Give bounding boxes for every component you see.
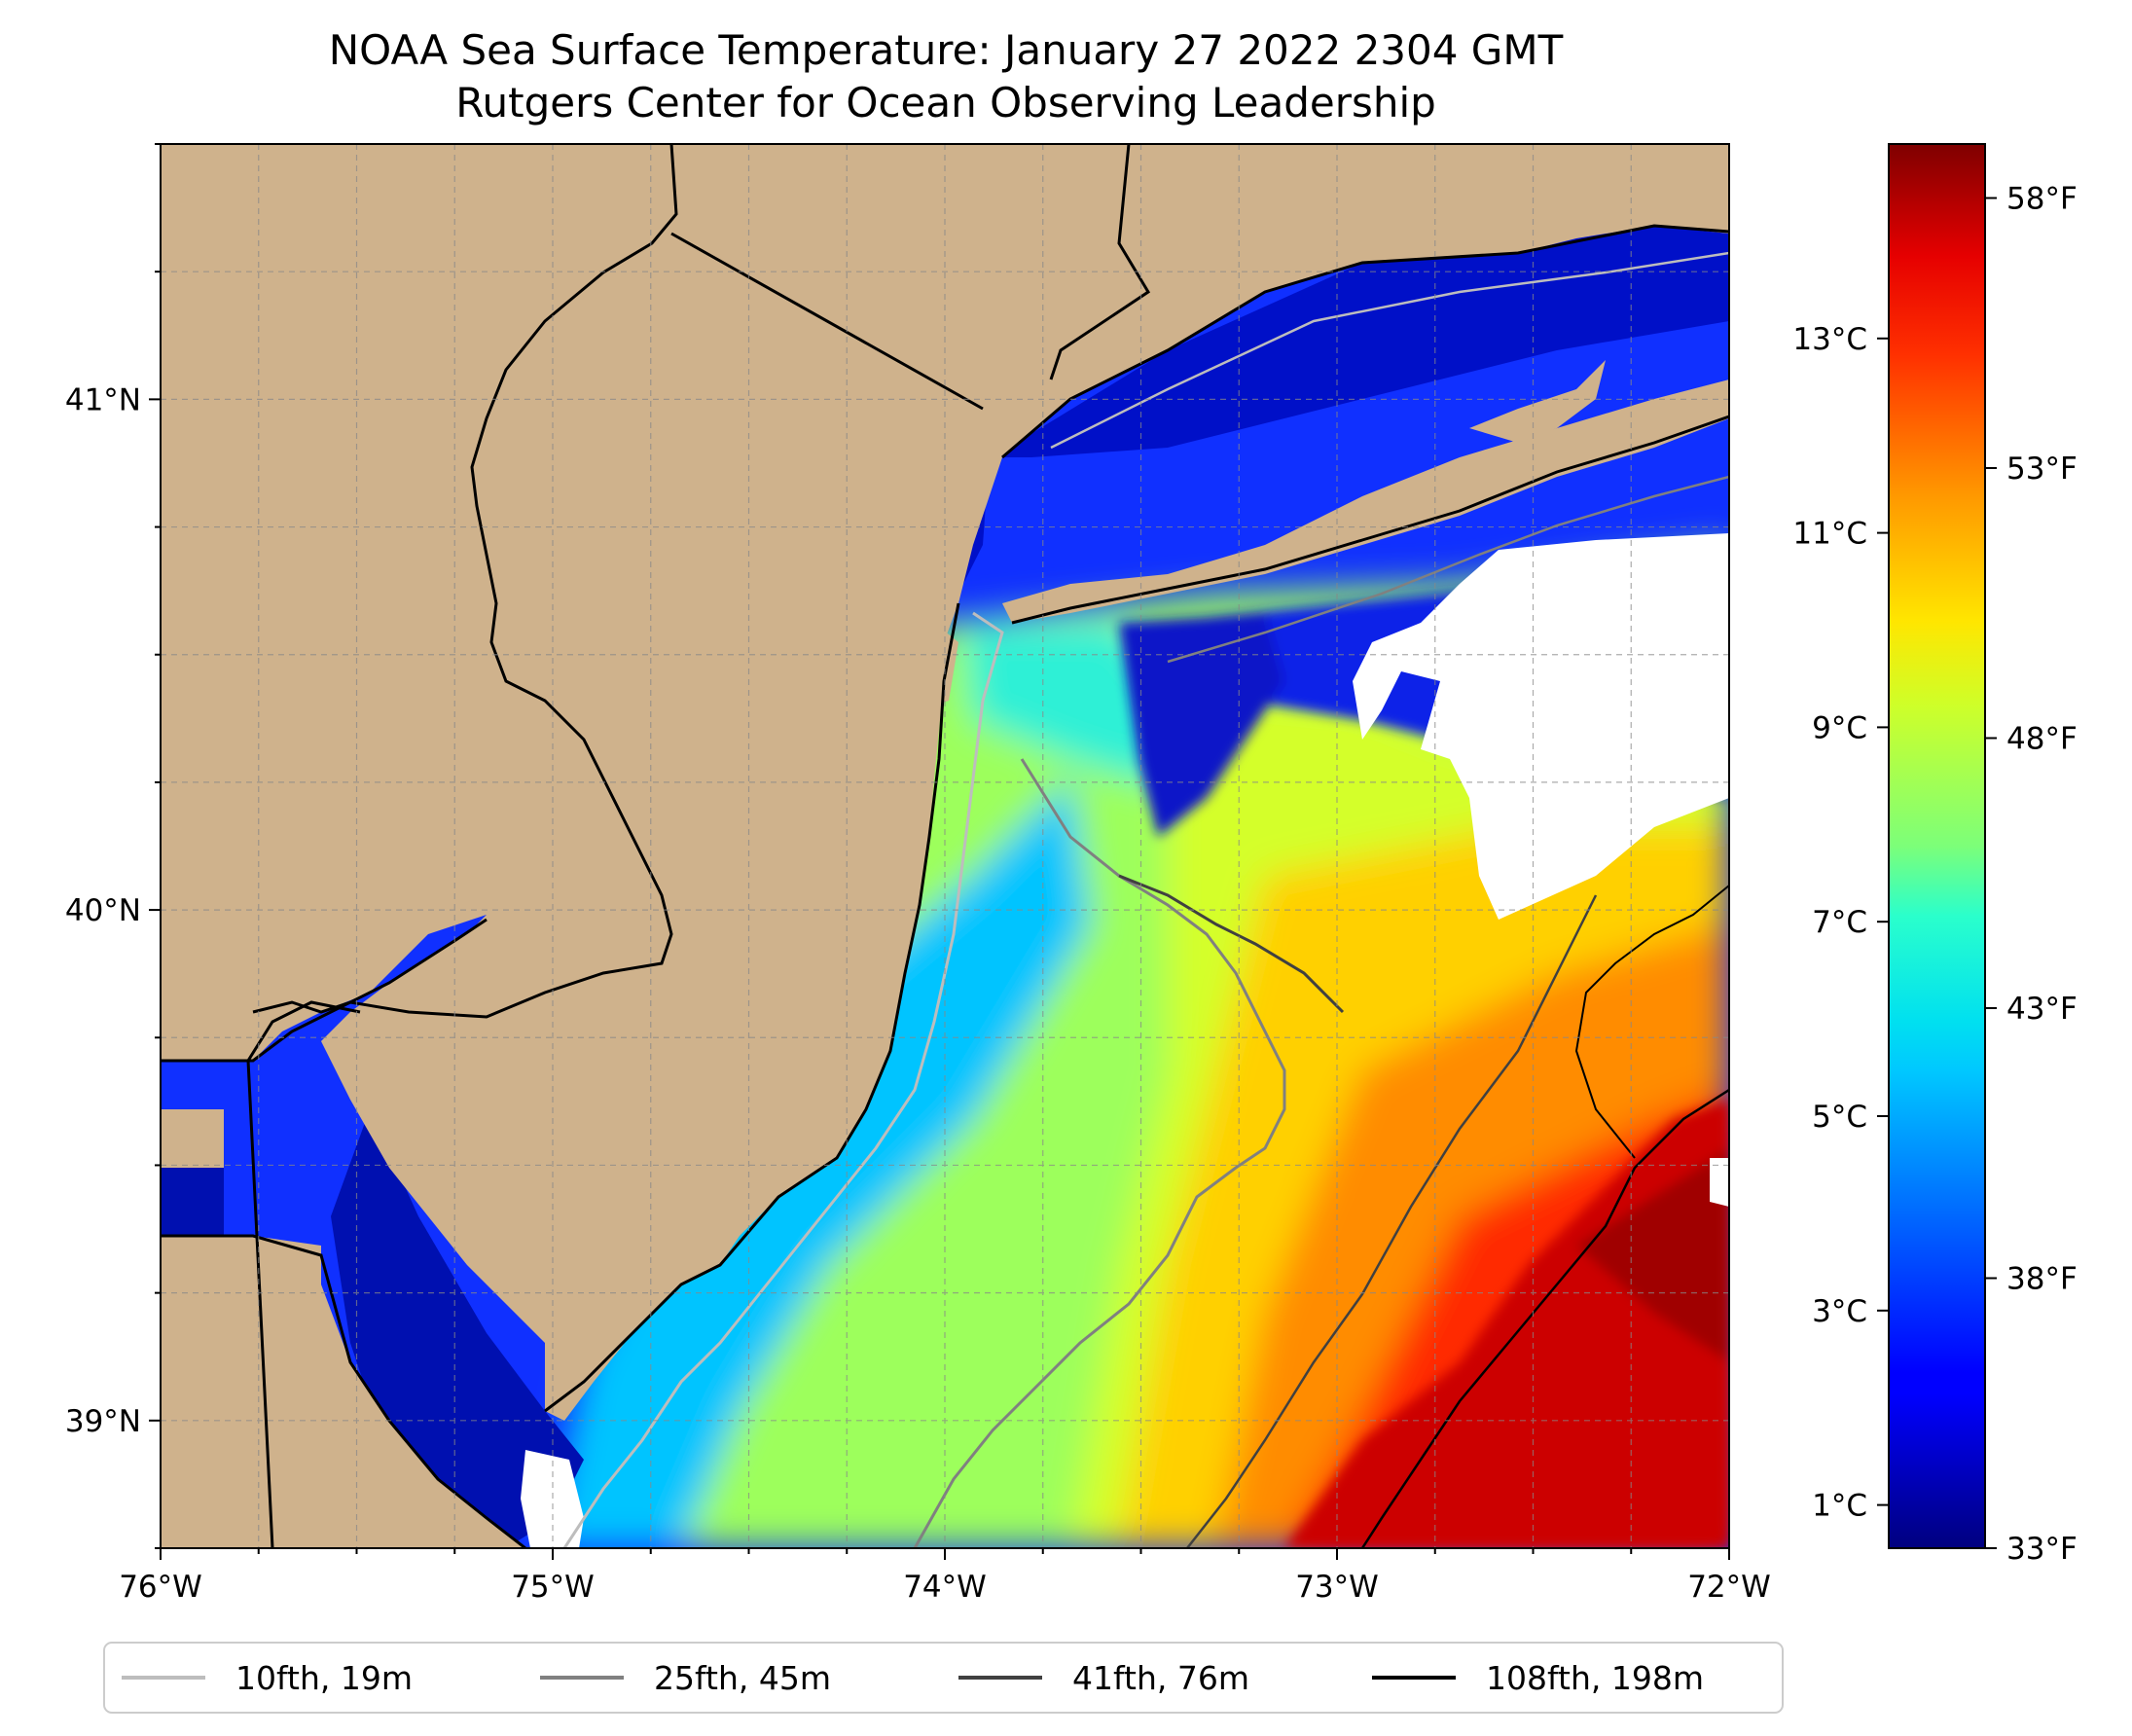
lon-tick-label: 73°W [1295,1570,1379,1605]
celsius-tick-label: 3°C [1812,1294,1867,1329]
legend-label: 25fth, 45m [654,1659,831,1697]
contour-108fth-b [1574,885,1729,1159]
lon-tick-label: 72°W [1687,1570,1771,1605]
contour-legend: 10fth, 19m 25fth, 45m 41fth, 76m 108fth, 19… [103,1642,1784,1714]
colorbar [1888,143,1986,1549]
map-subtitle: Rutgers Center for Ocean Observing Leade… [455,79,1436,127]
legend-label: 41fth, 76m [1072,1659,1249,1697]
lat-tick-label: 40°N [65,893,141,928]
longitude-axis: 76°W 75°W 74°W 73°W 72°W [119,1548,1771,1605]
coastline [161,144,1729,1548]
fahrenheit-tick-label: 53°F [2006,452,2078,487]
celsius-tick-label: 13°C [1792,322,1867,357]
fahrenheit-tick-label: 48°F [2006,722,2078,757]
map-title: NOAA Sea Surface Temperature: January 27… [329,26,1564,74]
celsius-tick-label: 5°C [1812,1100,1867,1135]
fahrenheit-tick-label: 43°F [2006,992,2078,1027]
lat-tick-label: 39°N [65,1404,141,1439]
celsius-tick-label: 11°C [1792,517,1867,552]
colorbar-fahrenheit-axis: 33°F 38°F 43°F 48°F 53°F 58°F [1985,182,2078,1567]
contour-10fth [562,611,1004,1548]
contour-25fth [913,758,1286,1548]
celsius-tick-label: 9°C [1812,710,1867,745]
contour-41fth-b [1186,894,1598,1548]
celsius-tick-label: 7°C [1812,905,1867,940]
legend-label: 10fth, 19m [235,1659,413,1697]
celsius-tick-label: 1°C [1812,1489,1867,1524]
fahrenheit-tick-label: 33°F [2006,1532,2078,1567]
map-area [161,144,1729,1548]
lon-tick-label: 75°W [511,1570,595,1605]
contour-41fth [1118,874,1345,1014]
colorbar-celsius-axis: 1°C 3°C 5°C 7°C 9°C 11°C 13°C [1792,322,1889,1524]
latitude-axis: 41°N 40°N 39°N [65,143,161,1549]
lat-tick-label: 41°N [65,382,141,417]
legend-box [103,1642,1784,1714]
legend-label: 108fth, 198m [1486,1659,1704,1697]
contour-25fth-b [1167,475,1729,664]
lon-tick-label: 76°W [119,1570,202,1605]
fahrenheit-tick-label: 58°F [2006,182,2078,217]
fahrenheit-tick-label: 38°F [2006,1262,2078,1297]
lon-tick-label: 74°W [903,1570,987,1605]
gridlines [161,144,1729,1548]
